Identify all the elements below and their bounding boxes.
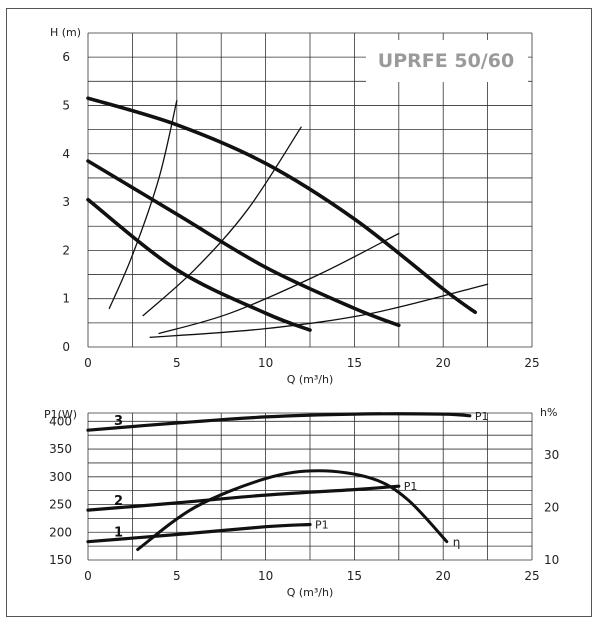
- power-curve-line: [86, 522, 312, 544]
- y-tick-label: 0: [62, 340, 70, 354]
- x-tick-label: 5: [173, 569, 181, 583]
- curve-number-label: 2: [114, 494, 123, 509]
- system-curve-line: [108, 99, 178, 310]
- system-curve-line: [142, 126, 302, 317]
- y-tick-label: 350: [49, 442, 72, 456]
- x-tick-label: 25: [524, 356, 539, 370]
- x-tick-label: 15: [347, 356, 362, 370]
- curve-number-label: 3: [114, 414, 123, 429]
- pump-curve-line: [86, 96, 477, 314]
- y-tick-label: 250: [49, 498, 72, 512]
- pump-curve-line: [86, 197, 312, 332]
- y-tick-label: 150: [49, 553, 72, 567]
- x-tick-label: 25: [524, 569, 539, 583]
- x-tick-label: 10: [258, 356, 273, 370]
- x-tick-label: 10: [258, 569, 273, 583]
- x-tick-label: 15: [347, 569, 362, 583]
- y-tick-label: 3: [62, 195, 70, 209]
- y-tick-label: 4: [62, 147, 70, 161]
- system-curve-line: [158, 232, 400, 335]
- x-tick-label: 5: [173, 356, 181, 370]
- y2-tick-label: 10: [544, 553, 559, 567]
- y-tick-label: 1: [62, 292, 70, 306]
- efficiency-curve-line: [136, 469, 449, 551]
- chart-title: UPRFE 50/60: [378, 50, 514, 72]
- chart-frame: [6, 8, 592, 617]
- power-curve-line: [86, 484, 401, 512]
- power-curve-end-label: P1: [475, 410, 489, 423]
- y-tick-label: 2: [62, 243, 70, 257]
- x-tick-label: 20: [436, 356, 451, 370]
- x-tick-label: 0: [84, 569, 92, 583]
- efficiency-label: η: [453, 536, 461, 550]
- y2-axis-label: h%: [540, 406, 557, 419]
- y-tick-label: 300: [49, 470, 72, 484]
- y2-tick-label: 30: [544, 448, 559, 462]
- x-axis-label: Q (m³/h): [287, 586, 334, 599]
- y-axis-label: P1(W): [44, 408, 77, 421]
- title-box: [366, 40, 528, 82]
- power-curve-end-label: P1: [315, 518, 329, 531]
- power-curve-end-label: P1: [404, 480, 418, 493]
- x-axis-label: Q (m³/h): [287, 373, 334, 386]
- y-tick-label: 200: [49, 525, 72, 539]
- y-axis-label: H (m): [50, 26, 81, 39]
- pump-curve-line: [86, 159, 401, 328]
- y-tick-label: 400: [49, 414, 72, 428]
- y2-tick-label: 20: [544, 501, 559, 515]
- curve-number-label: 1: [114, 526, 123, 541]
- system-curve-line: [149, 283, 489, 338]
- x-tick-label: 20: [436, 569, 451, 583]
- power-curve-line: [86, 412, 472, 432]
- x-tick-label: 0: [84, 356, 92, 370]
- y-tick-label: 6: [62, 50, 70, 64]
- y-tick-label: 5: [62, 98, 70, 112]
